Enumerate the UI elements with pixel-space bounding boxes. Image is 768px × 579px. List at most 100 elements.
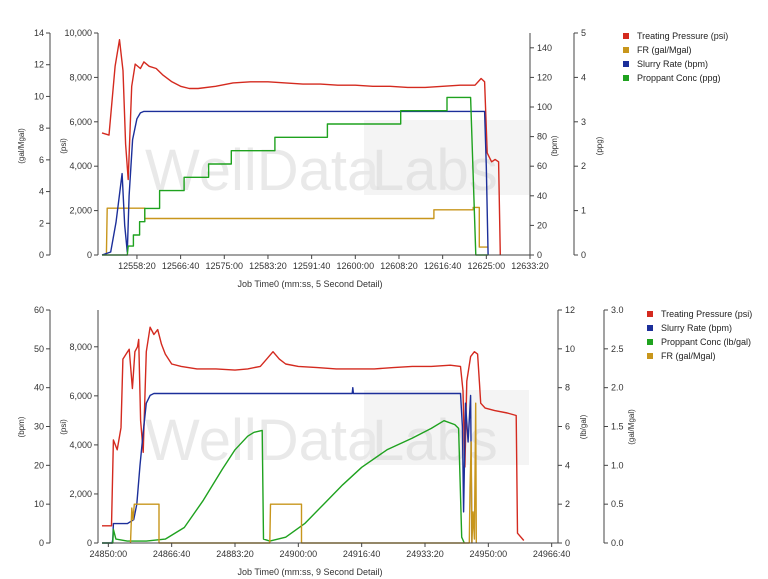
chart-1-x-tick-label: 12616:40 [424, 261, 462, 271]
chart-2-x-tick-label: 24866:40 [153, 549, 191, 559]
chart-2-axis-psi-tick-label: 0 [87, 538, 92, 548]
chart-2-legend-label-1: Treating Pressure (psi) [661, 309, 752, 319]
chart-1-legend-swatch-2 [623, 47, 629, 53]
chart-1-axis-psi-tick-label: 0 [87, 250, 92, 260]
chart-1-axis-bpm-tick-label: 60 [537, 161, 547, 171]
chart-2-right-axis-1-label: (lb/gal) [579, 414, 588, 439]
chart-1-legend-swatch-4 [623, 75, 629, 81]
watermark-box [364, 120, 529, 195]
chart-2-legend: Treating Pressure (psi) Slurry Rate (bpm… [647, 309, 752, 361]
chart-2-x-axis-label: Job Time0 (mm:ss, 9 Second Detail) [237, 567, 382, 577]
chart-2-legend-swatch-1 [647, 311, 653, 317]
chart-2-legend-swatch-4 [647, 353, 653, 359]
chart-2-axis-gal_mgal-tick-label: 0.0 [611, 538, 624, 548]
chart-2-axis-bpm-tick-label: 50 [34, 344, 44, 354]
chart-1-legend-label-3: Slurry Rate (bpm) [637, 59, 708, 69]
chart-2-axis-bpm-tick-label: 30 [34, 422, 44, 432]
chart-1-x-tick-label: 12591:40 [293, 261, 331, 271]
chart-1-axis-psi-tick-label: 4,000 [69, 161, 92, 171]
chart-1-legend-item-4: Proppant Conc (ppg) [623, 73, 721, 83]
chart-1-axis-gal_mgal-tick-label: 12 [34, 60, 44, 70]
chart-1: WellData Labs 12558:20 12566:40 12575:00 12… [17, 28, 728, 289]
chart-2-legend-swatch-2 [647, 325, 653, 331]
chart-2-left-axis-2-label: (psi) [59, 419, 68, 435]
chart-2-legend-swatch-3 [647, 339, 653, 345]
chart-1-axis-bpm-tick-label: 40 [537, 191, 547, 201]
chart-1-legend-item-3: Slurry Rate (bpm) [623, 59, 708, 69]
chart-2-axis-lb_gal-tick-label: 4 [565, 460, 570, 470]
chart-2-series-line-2 [102, 387, 473, 544]
chart-1-x-axis-label: Job Time0 (mm:ss, 5 Second Detail) [237, 279, 382, 289]
chart-1-axis-psi-tick-label: 2,000 [69, 206, 92, 216]
chart-1-series-line-4 [102, 96, 489, 256]
watermark-box-text: Labs [372, 138, 498, 203]
chart-2-legend-label-4: FR (gal/Mgal) [661, 351, 716, 361]
chart-2-x-tick-label: 24950:00 [470, 549, 508, 559]
chart-2-axis-psi-tick-label: 4,000 [69, 440, 92, 450]
chart-1-x-tick-label: 12608:20 [380, 261, 418, 271]
chart-2-axis-gal_mgal-tick-label: 1.5 [611, 422, 624, 432]
chart-2-axis-bpm-tick-label: 20 [34, 460, 44, 470]
chart-1-series-line-1 [101, 39, 501, 256]
chart-2-axis-psi-tick-label: 8,000 [69, 342, 92, 352]
chart-2-legend-label-2: Slurry Rate (bpm) [661, 323, 732, 333]
chart-2-legend-item-1: Treating Pressure (psi) [647, 309, 752, 319]
chart-1-x-tick-label: 12575:00 [206, 261, 244, 271]
chart-2-legend-label-3: Proppant Conc (lb/gal) [661, 337, 751, 347]
chart-2: WellData Labs 24850:00 24866:40 24883:20 24… [17, 305, 752, 577]
chart-1-series-line-2 [105, 206, 489, 256]
chart-1-axis-gal_mgal-tick-label: 0 [39, 250, 44, 260]
chart-1-legend-label-4: Proppant Conc (ppg) [637, 73, 721, 83]
chart-1-left-axis-1-label: (gal/Mgal) [17, 128, 26, 164]
chart-2-axis-psi-tick-label: 6,000 [69, 391, 92, 401]
chart-2-x-tick-label: 24850:00 [90, 549, 128, 559]
chart-1-axis-bpm-tick-label: 140 [537, 43, 552, 53]
chart-1-x-tick-label: 12558:20 [118, 261, 156, 271]
chart-1-x-tick-label: 12625:00 [468, 261, 506, 271]
chart-1-right-axis-1-label: (bpm) [550, 135, 559, 156]
chart-1-legend-swatch-3 [623, 61, 629, 67]
chart-2-series-line-3 [102, 420, 465, 544]
chart-1-legend-item-2: FR (gal/Mgal) [623, 45, 692, 55]
watermark-main: WellData [145, 138, 380, 203]
chart-1-axis-psi-tick-label: 6,000 [69, 117, 92, 127]
chart-2-x-tick-label: 24900:00 [280, 549, 318, 559]
chart-1-axis-gal_mgal-tick-label: 14 [34, 28, 44, 38]
chart-2-axis-gal_mgal-tick-label: 3.0 [611, 305, 624, 315]
chart-2-axis-bpm-tick-label: 60 [34, 305, 44, 315]
chart-2-axis-lb_gal-tick-label: 2 [565, 499, 570, 509]
chart-2-series [102, 326, 525, 544]
chart-1-axis-ppg-tick-label: 0 [581, 250, 586, 260]
chart-1-axis-bpm-tick-label: 80 [537, 132, 547, 142]
chart-1-x-tick-label: 12583:20 [249, 261, 287, 271]
chart-2-x-tick-label: 24966:40 [533, 549, 571, 559]
chart-1-axis-ppg-tick-label: 2 [581, 161, 586, 171]
chart-1-axis-gal_mgal-tick-label: 6 [39, 155, 44, 165]
chart-1-axis-bpm-tick-label: 0 [537, 250, 542, 260]
chart-2-axes: 24850:00 24866:40 24883:20 24900:00 24916:40… [34, 305, 624, 559]
chart-1-series [101, 39, 501, 256]
chart-2-x-tick-label: 24933:20 [406, 549, 444, 559]
chart-2-series-line-4 [129, 402, 477, 544]
chart-1-legend-item-1: Treating Pressure (psi) [623, 31, 728, 41]
chart-2-left-axis-1-label: (bpm) [17, 416, 26, 437]
chart-1-axis-bpm-tick-label: 120 [537, 72, 552, 82]
chart-2-axis-gal_mgal-tick-label: 1.0 [611, 460, 624, 470]
chart-1-axis-gal_mgal-tick-label: 8 [39, 123, 44, 133]
chart-1-axis-ppg-tick-label: 1 [581, 206, 586, 216]
chart-1-axis-psi-tick-label: 10,000 [64, 28, 92, 38]
chart-2-right-axis-2-label: (gal/Mgal) [627, 409, 636, 445]
chart-2-axis-lb_gal-tick-label: 12 [565, 305, 575, 315]
chart-1-x-tick-label: 12566:40 [162, 261, 200, 271]
chart-2-axis-gal_mgal-tick-label: 0.5 [611, 499, 624, 509]
chart-1-axis-ppg-tick-label: 3 [581, 117, 586, 127]
chart-2-axis-bpm-tick-label: 40 [34, 383, 44, 393]
chart-1-series-line-3 [101, 110, 489, 256]
chart-1-axis-psi-tick-label: 8,000 [69, 72, 92, 82]
chart-1-axis-gal_mgal-tick-label: 4 [39, 187, 44, 197]
chart-1-axis-ppg-tick-label: 5 [581, 28, 586, 38]
chart-1-axes: 12558:20 12566:40 12575:00 12583:20 12591:40… [34, 28, 586, 271]
chart-1-legend-swatch-1 [623, 33, 629, 39]
chart-2-axis-gal_mgal-tick-label: 2.0 [611, 383, 624, 393]
